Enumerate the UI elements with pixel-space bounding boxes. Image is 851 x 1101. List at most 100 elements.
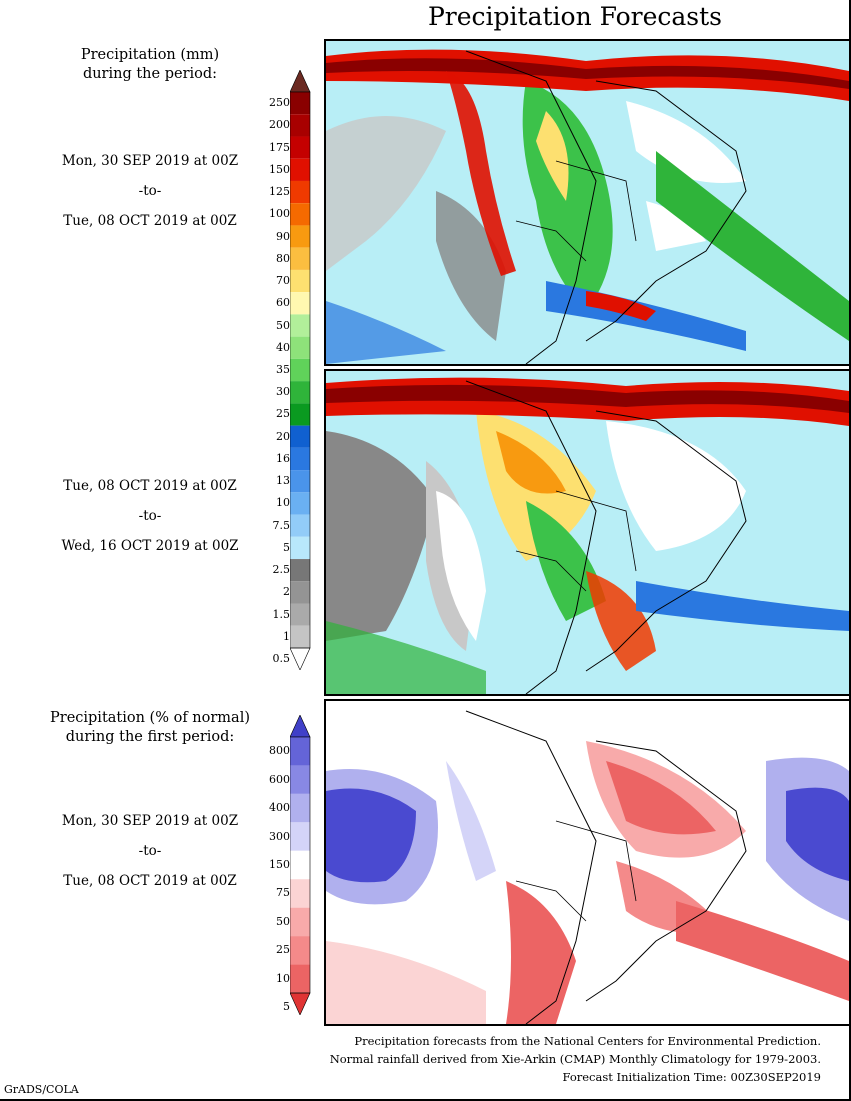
colorbar-label: 175 <box>269 140 290 154</box>
period3-start: Mon, 30 SEP 2019 at 00Z <box>61 813 239 829</box>
colorbar-box <box>290 114 310 137</box>
frame-right <box>849 0 851 1101</box>
credit-label: GrADS/COLA <box>4 1083 79 1096</box>
colorbar-box <box>290 292 310 315</box>
colorbar-label: 40 <box>276 340 290 354</box>
mm-legend-title: Precipitation (mm) during the period: <box>80 47 220 82</box>
colorbar-label: 50 <box>276 914 290 928</box>
colorbar-box <box>290 92 310 115</box>
colorbar-label: 2.5 <box>272 563 291 577</box>
colorbar-label: 150 <box>269 858 290 871</box>
colorbar-outline <box>290 91 311 649</box>
colorbar-bottom-arrow <box>290 992 311 1015</box>
colorbar-label: 200 <box>269 118 290 132</box>
colorbar-label: 13 <box>276 474 290 488</box>
period1-sep: -to- <box>138 183 162 199</box>
pct-colorbar <box>290 715 311 1015</box>
colorbar-box <box>290 879 310 908</box>
colorbar-label: 800 <box>269 744 290 758</box>
pct-legend-title: Precipitation (% of normal) during the f… <box>50 710 250 745</box>
colorbar-box <box>290 907 310 937</box>
colorbar-label: 10 <box>276 496 290 510</box>
colorbar-label: 10 <box>276 971 290 985</box>
colorbar-label: 60 <box>276 296 290 310</box>
colorbar-box <box>290 936 310 965</box>
colorbar-top-arrow <box>290 70 311 93</box>
colorbar-box <box>290 381 310 404</box>
colorbar-label: 600 <box>269 772 290 786</box>
period2-sep: -to- <box>138 508 162 524</box>
precip-map-week1 <box>326 41 849 364</box>
colorbar-box <box>290 850 310 880</box>
colorbar-label: 125 <box>269 185 290 199</box>
colorbar-box <box>290 536 310 560</box>
colorbar-label: 80 <box>276 251 290 265</box>
colorbar-box <box>290 136 310 159</box>
colorbar-label: 25 <box>276 407 290 421</box>
colorbar-box <box>290 470 310 493</box>
page-title: Precipitation Forecasts <box>427 2 723 31</box>
map-panel-week1 <box>324 39 851 366</box>
colorbar-label: 0.5 <box>272 652 291 666</box>
period3-sep: -to- <box>138 843 162 859</box>
colorbar-box <box>290 514 310 537</box>
colorbar-label: 100 <box>269 207 290 221</box>
colorbar-box <box>290 447 310 471</box>
colorbar-label: 30 <box>276 385 290 399</box>
colorbar-label: 150 <box>269 162 290 176</box>
precip-percent-map <box>326 701 849 1024</box>
colorbar-box <box>290 203 310 226</box>
period2-end: Wed, 16 OCT 2019 at 00Z <box>61 538 239 554</box>
frame-bottom <box>0 1099 851 1101</box>
colorbar-box <box>290 269 310 293</box>
colorbar-box <box>290 403 310 426</box>
period3-end: Tue, 08 OCT 2019 at 00Z <box>63 873 237 889</box>
footer-line-2: Normal rainfall derived from Xie-Arkin (… <box>329 1052 821 1066</box>
colorbar-box <box>290 603 310 626</box>
footer-line-3: Forecast Initialization Time: 00Z30SEP20… <box>562 1070 821 1084</box>
colorbar-label: 50 <box>276 318 290 332</box>
colorbar-box <box>290 336 310 359</box>
colorbar-label: 20 <box>276 429 290 443</box>
colorbar-box <box>290 425 310 448</box>
period1-end: Tue, 08 OCT 2019 at 00Z <box>63 213 237 229</box>
colorbar-label: 5 <box>283 1000 290 1014</box>
colorbar-box <box>290 625 310 648</box>
colorbar-label: 25 <box>276 943 290 957</box>
colorbar-label: 7.5 <box>272 518 291 532</box>
colorbar-outline <box>290 736 311 994</box>
mm-colorbar <box>290 70 311 670</box>
colorbar-box <box>290 793 310 823</box>
map-panel-week2 <box>324 369 851 696</box>
colorbar-box <box>290 559 310 582</box>
colorbar-label: 35 <box>276 363 290 376</box>
colorbar-box <box>290 225 310 248</box>
colorbar-box <box>290 180 310 204</box>
colorbar-bottom-arrow <box>290 647 311 670</box>
colorbar-box <box>290 358 310 382</box>
colorbar-box <box>290 581 310 604</box>
colorbar-label: 5 <box>283 540 290 554</box>
colorbar-label: 400 <box>269 801 290 815</box>
colorbar-box <box>290 822 310 851</box>
colorbar-top-arrow <box>290 715 311 738</box>
footer-line-1: Precipitation forecasts from the Nationa… <box>354 1034 821 1048</box>
colorbar-label: 250 <box>269 96 290 110</box>
colorbar-box <box>290 765 310 794</box>
colorbar-box <box>290 158 310 181</box>
period1-start: Mon, 30 SEP 2019 at 00Z <box>61 153 239 169</box>
colorbar-box <box>290 314 310 337</box>
period2-start: Tue, 08 OCT 2019 at 00Z <box>63 478 237 494</box>
colorbar-label: 1 <box>283 629 290 643</box>
map-panel-percent <box>324 699 851 1026</box>
colorbar-label: 90 <box>276 229 290 243</box>
colorbar-label: 300 <box>269 829 290 843</box>
colorbar-label: 70 <box>276 274 290 288</box>
colorbar-label: 16 <box>276 451 290 465</box>
precip-map-week2 <box>326 371 849 694</box>
colorbar-label: 75 <box>276 886 290 900</box>
colorbar-box <box>290 492 310 515</box>
colorbar-box <box>290 737 310 766</box>
colorbar-box <box>290 964 310 993</box>
colorbar-label: 2 <box>283 585 290 599</box>
